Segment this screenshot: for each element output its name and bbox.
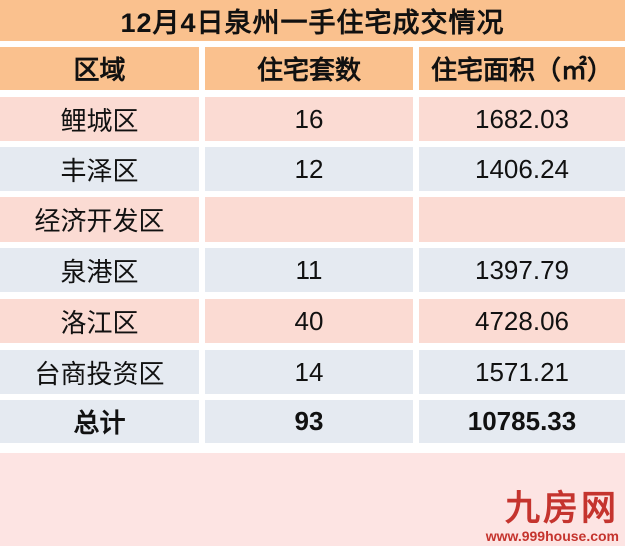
- area-value: 1682.03: [419, 97, 625, 141]
- region-name: 洛江区: [0, 299, 199, 343]
- units-value: 12: [205, 147, 413, 191]
- area-value: [419, 197, 625, 242]
- total-label: 总计: [0, 400, 199, 443]
- table-title: 12月4日泉州一手住宅成交情况: [0, 0, 625, 41]
- header-area: 住宅面积（㎡）: [419, 47, 625, 90]
- footer-band: 九房网 www.999house.com: [0, 453, 625, 546]
- table-row: 台商投资区 14 1571.21: [0, 350, 625, 394]
- total-area: 10785.33: [419, 400, 625, 443]
- table-row: 丰泽区 12 1406.24: [0, 147, 625, 191]
- header-units: 住宅套数: [205, 47, 413, 90]
- site-logo: 九房网 www.999house.com: [486, 491, 619, 543]
- units-value: [205, 197, 413, 242]
- region-name: 经济开发区: [0, 197, 199, 242]
- area-value: 4728.06: [419, 299, 625, 343]
- area-value: 1406.24: [419, 147, 625, 191]
- region-name: 丰泽区: [0, 147, 199, 191]
- total-units: 93: [205, 400, 413, 443]
- table-row: 经济开发区: [0, 197, 625, 242]
- total-row: 总计 93 10785.33: [0, 400, 625, 443]
- table-row: 鲤城区 16 1682.03: [0, 97, 625, 141]
- units-value: 40: [205, 299, 413, 343]
- table-row: 泉港区 11 1397.79: [0, 248, 625, 292]
- header-row: 区域 住宅套数 住宅面积（㎡）: [0, 47, 625, 90]
- units-value: 14: [205, 350, 413, 394]
- table-row: 洛江区 40 4728.06: [0, 299, 625, 343]
- area-value: 1571.21: [419, 350, 625, 394]
- area-value: 1397.79: [419, 248, 625, 292]
- units-value: 16: [205, 97, 413, 141]
- units-value: 11: [205, 248, 413, 292]
- region-name: 台商投资区: [0, 350, 199, 394]
- region-name: 鲤城区: [0, 97, 199, 141]
- region-name: 泉港区: [0, 248, 199, 292]
- header-region: 区域: [0, 47, 199, 90]
- logo-wordmark: 九房网: [504, 489, 619, 528]
- logo-website-url: www.999house.com: [485, 528, 619, 544]
